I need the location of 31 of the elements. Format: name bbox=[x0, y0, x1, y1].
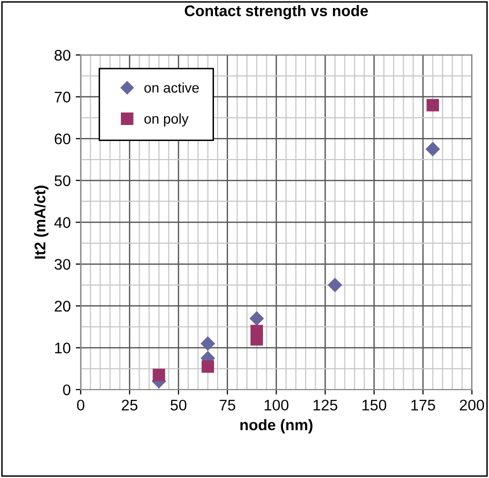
point bbox=[152, 368, 166, 382]
x-tick-label: 25 bbox=[122, 400, 138, 411]
point bbox=[328, 278, 342, 292]
y-tick-label: 20 bbox=[54, 300, 70, 312]
y-tick-label: 40 bbox=[54, 217, 70, 228]
x-tick-label: 100 bbox=[264, 400, 288, 411]
point bbox=[425, 142, 440, 156]
y-tick-label: 70 bbox=[54, 92, 70, 102]
point bbox=[202, 360, 214, 373]
y-tick-label: 0 bbox=[63, 384, 70, 396]
y-tick-label: 60 bbox=[54, 133, 70, 144]
legend-label: on active bbox=[144, 82, 199, 93]
chart-title: Contact strength vs node bbox=[184, 5, 368, 20]
x-tick-label: 125 bbox=[314, 400, 338, 411]
x-tick-label: 50 bbox=[170, 400, 186, 411]
point bbox=[250, 324, 263, 338]
point bbox=[249, 311, 264, 326]
y-tick-label: 30 bbox=[54, 258, 70, 270]
y-tick-label: 80 bbox=[54, 50, 70, 61]
x-axis-title: node (nm) bbox=[240, 419, 312, 434]
x-tick-label: 0 bbox=[77, 400, 84, 411]
y-tick-label: 10 bbox=[55, 342, 70, 354]
x-tick-label: 150 bbox=[362, 400, 386, 411]
x-tick-label: 75 bbox=[220, 400, 236, 411]
x-tick-label: 200 bbox=[460, 400, 484, 411]
x-tick-label: 175 bbox=[411, 400, 436, 411]
legend-label: on poly bbox=[144, 114, 189, 126]
point bbox=[200, 336, 216, 351]
point bbox=[426, 98, 439, 112]
y-axis-title: It2 (mA/ct) bbox=[34, 186, 48, 259]
y-tick-label: 50 bbox=[54, 175, 70, 186]
